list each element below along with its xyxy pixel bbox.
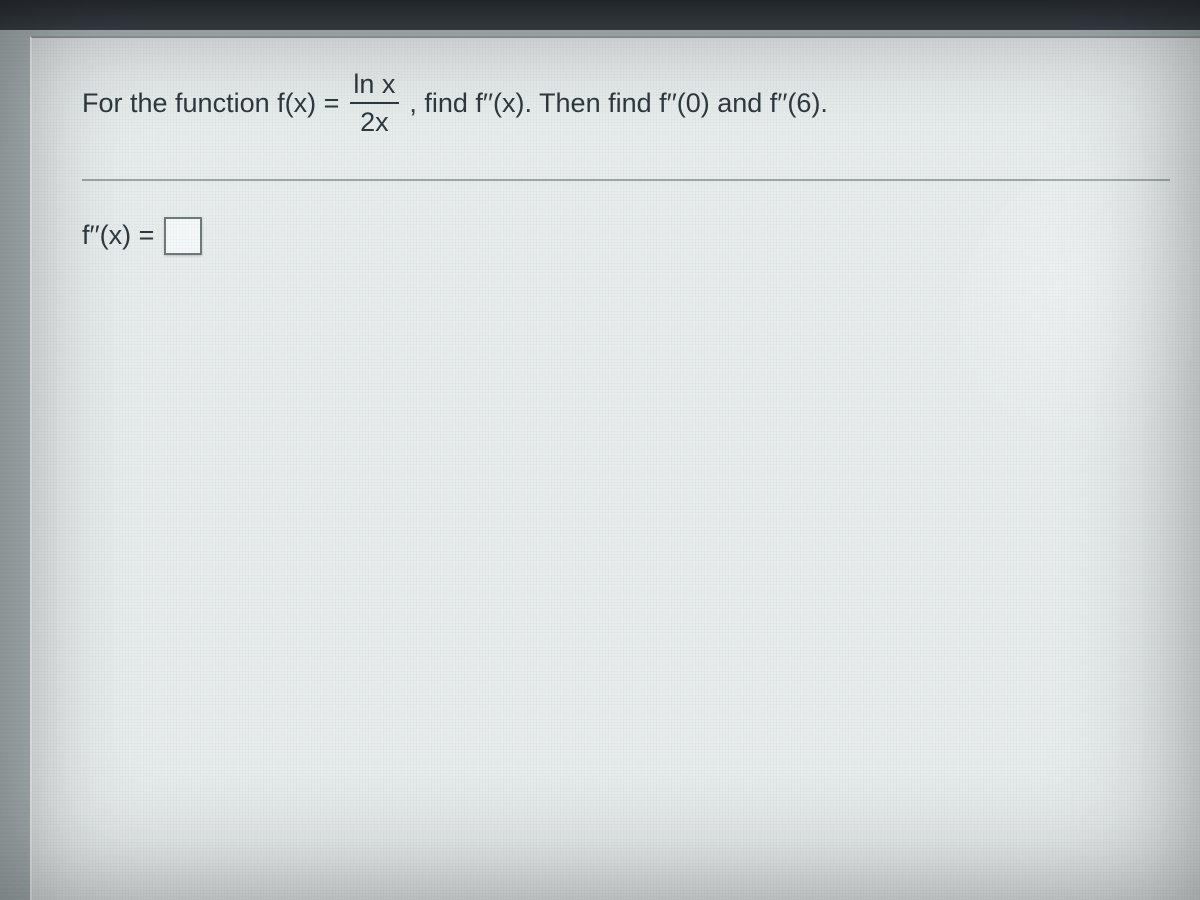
answer-label: f′′(x) =: [82, 220, 154, 251]
question-text: For the function f(x) = ln x 2x , find f…: [82, 68, 1170, 139]
answer-row: f′′(x) =: [82, 217, 1170, 255]
fraction-denominator: 2x: [350, 102, 399, 138]
question-tail: , find f′′(x). Then find f′′(0) and f′′(…: [409, 87, 828, 119]
screen-glare: [960, 158, 1200, 478]
answer-input[interactable]: [164, 217, 202, 255]
question-lead: For the function f(x) =: [82, 87, 339, 119]
question-card: For the function f(x) = ln x 2x , find f…: [30, 36, 1200, 900]
fraction-numerator: ln x: [347, 68, 401, 102]
screen: For the function f(x) = ln x 2x , find f…: [0, 0, 1200, 900]
question-fraction: ln x 2x: [347, 68, 401, 139]
divider: [82, 179, 1170, 181]
window-top-bezel: [0, 0, 1200, 30]
